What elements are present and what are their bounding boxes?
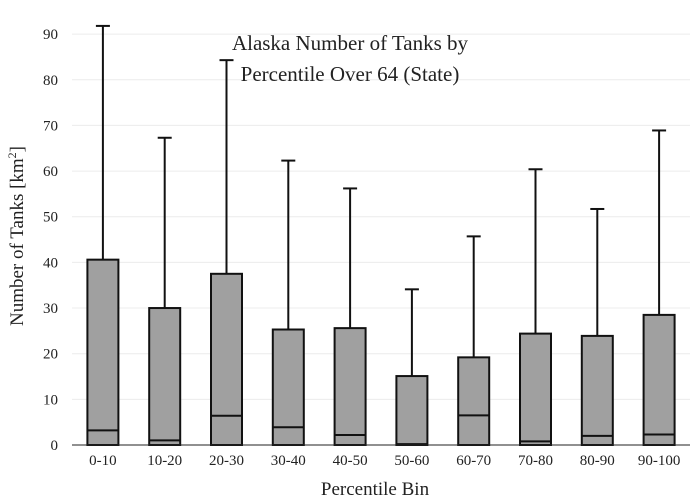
y-tick-label: 40: [43, 255, 58, 271]
chart-title-line-2: Percentile Over 64 (State): [241, 62, 460, 86]
x-tick-label: 50-60: [394, 453, 429, 469]
box-group-80-90: [580, 207, 614, 446]
box-iqr: [210, 272, 243, 446]
ticks-layer: 0 10 20 30 40 50 60 70 80 90 0-10 10-20 20-30 30-40 40…: [43, 27, 680, 469]
y-tick-label: 90: [43, 27, 58, 43]
x-tick-label: 80-90: [580, 453, 615, 469]
box-group-20-30: [210, 59, 243, 446]
box-group-40-50: [333, 187, 367, 446]
box-group-90-100: [642, 129, 676, 446]
box-group-60-70: [457, 235, 491, 447]
box-iqr: [333, 327, 367, 446]
y-axis-title-end: ]: [7, 146, 28, 152]
box-group-0-10: [86, 24, 120, 446]
y-axis-title-main: Number of Tanks [km: [7, 158, 28, 326]
box-iqr: [642, 313, 676, 446]
x-axis-title: Percentile Bin: [321, 479, 430, 500]
x-tick-label: 0-10: [89, 453, 117, 469]
y-axis-title: Number of Tanks [km2]: [5, 146, 28, 326]
box-iqr: [395, 375, 429, 446]
box-group-70-80: [519, 168, 552, 447]
y-tick-label: 30: [43, 301, 58, 317]
box-group-10-20: [148, 136, 182, 447]
y-tick-label: 20: [43, 347, 58, 363]
box-iqr: [148, 307, 182, 447]
x-tick-label: 30-40: [271, 453, 306, 469]
x-tick-label: 90-100: [638, 453, 681, 469]
y-axis-title-superscript: 2: [5, 152, 19, 158]
y-tick-label: 50: [43, 210, 58, 226]
box-iqr: [86, 258, 120, 446]
y-tick-label: 70: [43, 118, 58, 134]
x-tick-label: 20-30: [209, 453, 244, 469]
x-tick-label: 60-70: [456, 453, 491, 469]
x-tick-label: 10-20: [147, 453, 182, 469]
y-tick-label: 80: [43, 73, 58, 89]
chart-title-line-1: Alaska Number of Tanks by: [232, 31, 469, 55]
box-iqr: [519, 332, 552, 447]
box-iqr: [457, 356, 491, 447]
box-group-30-40: [271, 159, 305, 446]
box-group-50-60: [395, 288, 429, 446]
y-tick-label: 60: [43, 164, 58, 180]
y-tick-label: 0: [51, 438, 59, 454]
y-tick-label: 10: [43, 392, 58, 408]
x-tick-label: 40-50: [333, 453, 368, 469]
boxes-layer: [86, 24, 676, 447]
x-tick-label: 70-80: [518, 453, 553, 469]
box-iqr: [580, 334, 614, 446]
